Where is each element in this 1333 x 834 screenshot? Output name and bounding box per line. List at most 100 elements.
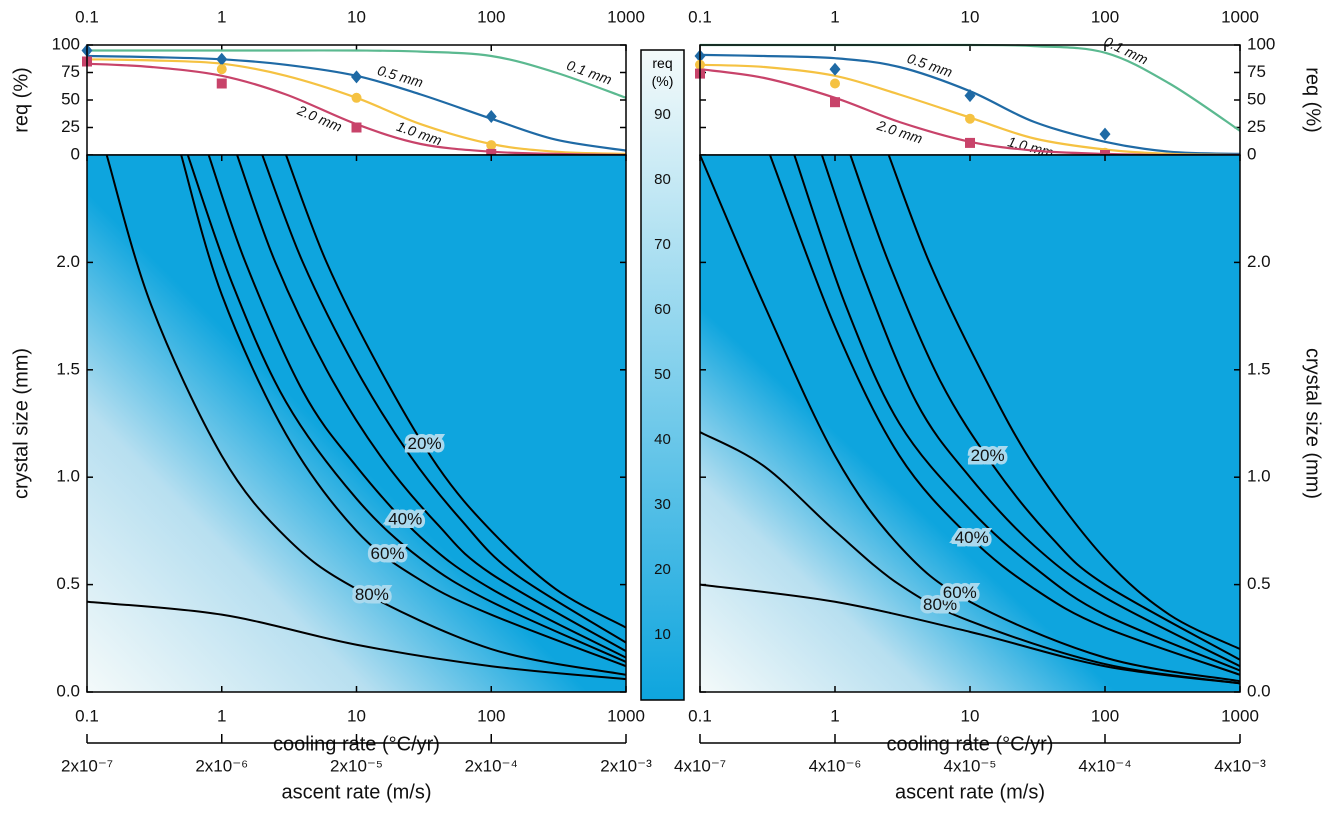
x-tick-label: 1 [217, 706, 226, 725]
x2-tick-label: 2x10⁻⁶ [195, 756, 248, 775]
y-tick-label: 100 [52, 34, 80, 53]
contour-line [261, 155, 626, 644]
y-tick-label: 50 [1247, 89, 1266, 108]
y-tick-label: 50 [61, 89, 80, 108]
contour-line [820, 155, 1240, 668]
y-tick-label: 1.0 [1247, 467, 1271, 486]
y-tick-label: 75 [1247, 62, 1266, 81]
contour-line [186, 155, 626, 663]
colorbar-tick-label: 30 [654, 496, 671, 513]
x-tick-label: 1000 [607, 706, 645, 725]
y-tick-label: 1.5 [56, 359, 80, 378]
contour-label: 60% [371, 544, 405, 563]
point [964, 89, 976, 103]
x-tick-label: 1000 [1221, 706, 1259, 725]
x-tick-label: 100 [477, 7, 505, 26]
y-tick-label: 0.5 [56, 574, 80, 593]
x-tick-label: 100 [477, 706, 505, 725]
point [830, 97, 840, 108]
y-axis-title: crystal size (mm) [10, 348, 32, 499]
point [216, 78, 227, 89]
x2-tick-label: 4x10⁻⁵ [944, 756, 997, 775]
contour-line [700, 583, 1240, 685]
colorbar-tick-label: 50 [654, 366, 671, 383]
contour-line [87, 600, 626, 681]
contour-label: 60% [943, 583, 977, 602]
x-tick-label: 1 [830, 706, 839, 725]
series-label: 0.5 mm [376, 62, 426, 90]
x2-axis-title: ascent rate (m/s) [895, 781, 1045, 803]
point [486, 140, 497, 151]
y-tick-label: 0.5 [1247, 574, 1271, 593]
x-tick-label: 10 [347, 706, 366, 725]
y-axis-title: crystal size (mm) [1302, 348, 1324, 499]
contour-line [105, 155, 626, 676]
y-axis-title: req (%) [10, 67, 32, 133]
contour-line [769, 155, 1240, 676]
series-label: 0.1 mm [1102, 33, 1151, 68]
plot-frame [86, 154, 627, 693]
x-tick-label: 0.1 [75, 7, 99, 26]
x2-axis-title: ascent rate (m/s) [281, 781, 431, 803]
contour-line [285, 155, 626, 629]
x-tick-label: 1 [217, 7, 226, 26]
contour-line [700, 431, 1240, 685]
colorbar-tick-label: 90 [654, 106, 671, 123]
point [216, 52, 228, 66]
y-tick-label: 25 [61, 117, 80, 136]
series-line [87, 49, 626, 99]
colorbar-tick-label: 10 [654, 626, 671, 643]
x-tick-label: 100 [1091, 706, 1119, 725]
x-tick-label: 1 [830, 7, 839, 26]
heatmap [700, 155, 1240, 692]
x-tick-label: 0.1 [75, 706, 99, 725]
contour-line [700, 155, 1240, 683]
y-tick-label: 0 [1247, 144, 1256, 163]
x2-tick-label: 2x10⁻⁷ [61, 756, 113, 775]
contour-label: 40% [388, 510, 422, 529]
point [351, 122, 362, 133]
colorbar-tick-label: 60 [654, 301, 671, 318]
point [830, 78, 840, 89]
contour-label: 20% [408, 434, 442, 453]
y-tick-label: 100 [1247, 34, 1275, 53]
point [216, 64, 227, 75]
point [486, 148, 497, 159]
series-label: 2.0 mm [294, 102, 344, 135]
point [965, 137, 975, 148]
x-tick-label: 10 [961, 706, 980, 725]
contour-line [887, 155, 1240, 650]
contour-line [236, 155, 626, 653]
colorbar-tick-label: 20 [654, 561, 671, 578]
x-tick-label: 10 [961, 7, 980, 26]
y-tick-label: 0.0 [1247, 681, 1271, 700]
x-tick-label: 1000 [1221, 7, 1259, 26]
x2-tick-label: 4x10⁻³ [1214, 756, 1266, 775]
y-tick-label: 25 [1247, 117, 1266, 136]
point [351, 70, 362, 84]
colorbar [640, 49, 685, 701]
x-tick-label: 10 [347, 7, 366, 26]
y-axis-title: req (%) [1302, 67, 1324, 133]
y-tick-label: 1.5 [1247, 359, 1271, 378]
colorbar-tick-label: 40 [654, 431, 671, 448]
contour-label: 40% [955, 528, 989, 547]
point [1099, 127, 1111, 141]
contour-label: 20% [971, 446, 1005, 465]
contour-label: 80% [923, 595, 957, 614]
x-axis-title: cooling rate (°C/yr) [887, 733, 1054, 755]
x-tick-label: 100 [1091, 7, 1119, 26]
contour-line [793, 155, 1240, 672]
point [485, 110, 497, 123]
y-tick-label: 0.0 [56, 681, 80, 700]
contour-line [207, 155, 626, 659]
y-tick-label: 1.0 [56, 467, 80, 486]
x2-tick-label: 4x10⁻⁶ [809, 756, 862, 775]
x2-tick-label: 2x10⁻⁵ [330, 756, 383, 775]
y-tick-label: 0 [71, 144, 80, 163]
colorbar-title: req (%) [651, 55, 674, 89]
plot-frame [699, 154, 1241, 693]
contour-line [180, 155, 626, 668]
colorbar-tick-label: 80 [654, 171, 671, 188]
